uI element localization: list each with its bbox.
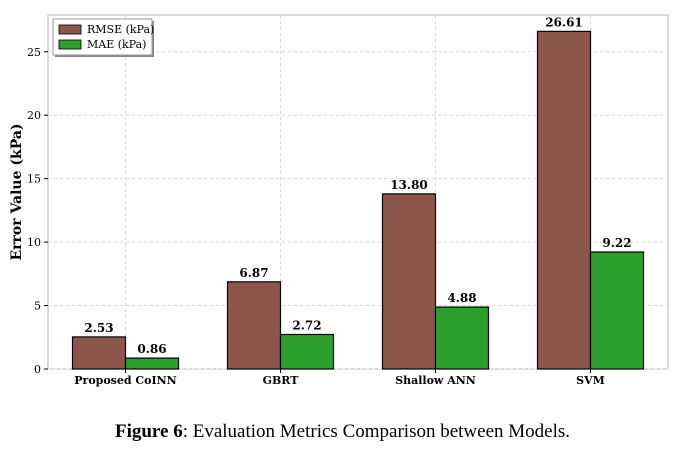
x-tick-label: GBRT: [263, 374, 300, 387]
data-label-rmse: 13.80: [390, 178, 428, 192]
y-axis-label: Error Value (kPa): [9, 123, 25, 260]
bar-chart: 2.53 0.86 6.87 2.72 13.80 4.88 26.61 9.22 0 5 10 1…: [9, 14, 669, 387]
y-axis: 0 5 10 15 20 25: [27, 46, 48, 376]
data-label-mae: 9.22: [602, 236, 631, 250]
legend-label-mae: MAE (kPa): [87, 38, 146, 51]
bar-rmse: [381, 193, 437, 370]
bar-mae: [279, 333, 335, 370]
legend-swatch-rmse: [58, 24, 82, 35]
y-tick-label: 25: [27, 46, 41, 59]
data-labels: 2.53 0.86 6.87 2.72 13.80 4.88 26.61 9.22: [84, 15, 631, 356]
y-tick-label: 10: [27, 236, 41, 249]
plot-area: [47, 14, 669, 370]
caption-text: : Evaluation Metrics Comparison between …: [182, 421, 571, 442]
data-label-mae: 4.88: [447, 291, 476, 305]
x-axis: Proposed CoINN GBRT Shallow ANN SVM: [74, 369, 605, 387]
data-label-mae: 0.86: [137, 342, 166, 356]
figure-number: Figure 6: [114, 421, 183, 442]
x-tick-label: SVM: [576, 374, 605, 387]
y-tick-label: 20: [27, 109, 41, 122]
bar-mae: [589, 251, 645, 370]
bar-mae: [434, 306, 490, 370]
legend-label-rmse: RMSE (kPa): [87, 23, 154, 36]
legend: RMSE (kPa) MAE (kPa): [52, 18, 154, 57]
data-label-rmse: 2.53: [84, 321, 113, 335]
bars: [71, 30, 645, 370]
bar-rmse: [226, 281, 282, 370]
y-tick-label: 0: [34, 363, 41, 376]
data-label-rmse: 6.87: [239, 266, 268, 280]
data-label-rmse: 26.61: [545, 15, 583, 29]
x-tick-label: Proposed CoINN: [74, 374, 177, 387]
legend-swatch-mae: [58, 39, 82, 50]
figure-caption: Figure 6: Evaluation Metrics Comparison …: [0, 421, 685, 443]
y-tick-label: 15: [27, 173, 41, 186]
bar-rmse: [71, 336, 127, 370]
x-tick-label: Shallow ANN: [395, 374, 476, 387]
y-tick-label: 5: [34, 300, 41, 313]
bar-rmse: [536, 30, 592, 370]
bar-mae: [124, 357, 180, 370]
data-label-mae: 2.72: [292, 318, 321, 332]
